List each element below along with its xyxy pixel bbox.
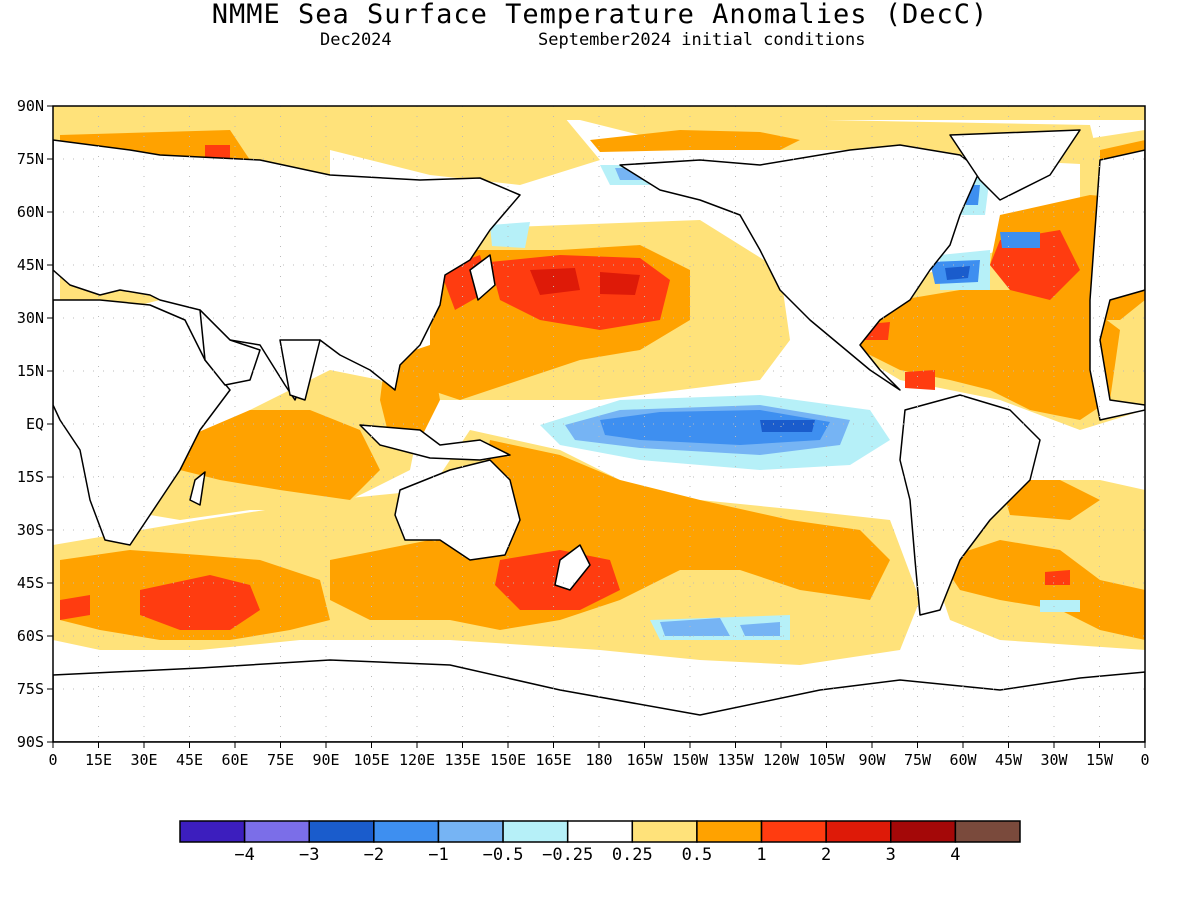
lon-label: 150W bbox=[671, 751, 709, 769]
lon-label: 135E bbox=[444, 751, 481, 769]
colorbar-swatch bbox=[890, 820, 957, 843]
colorbar-swatch bbox=[631, 820, 698, 843]
lon-label: 60E bbox=[221, 751, 249, 769]
colorbar-label: −1 bbox=[428, 845, 449, 865]
lat-label: 75N bbox=[16, 150, 44, 168]
indonesia-outline bbox=[359, 424, 511, 461]
anomaly-layer-neg-2 bbox=[760, 266, 970, 432]
colorbar-swatch bbox=[373, 820, 440, 843]
lat-label: 60S bbox=[16, 627, 44, 645]
lon-label: 45W bbox=[994, 751, 1023, 769]
south-america-outline bbox=[899, 394, 1041, 616]
colorbar-label: −2 bbox=[363, 845, 385, 865]
land-outlines bbox=[53, 129, 1145, 742]
colorbar-swatch bbox=[308, 820, 375, 843]
lat-label: 15N bbox=[16, 362, 44, 380]
map-subtitle-valid-month: Dec2024 bbox=[320, 30, 392, 50]
lon-label: 165W bbox=[626, 751, 663, 769]
lon-label: 0 bbox=[48, 751, 58, 769]
lon-label: 90W bbox=[858, 751, 886, 769]
colorbar-label: 1 bbox=[756, 845, 767, 865]
colorbar-swatch bbox=[825, 820, 892, 843]
colorbar-swatch bbox=[179, 820, 246, 843]
europe-right-edge-outline bbox=[1089, 149, 1145, 421]
lat-label: 75S bbox=[16, 680, 44, 698]
colorbar-swatch bbox=[502, 820, 569, 843]
graticule-meridians bbox=[98, 106, 1100, 742]
lon-label: 135W bbox=[717, 751, 754, 769]
lon-label: 0 bbox=[1140, 751, 1150, 769]
colorbar-swatch bbox=[760, 820, 827, 843]
lat-label: 30S bbox=[16, 521, 44, 539]
colorbar-swatch bbox=[243, 820, 310, 843]
lat-label: 90S bbox=[16, 733, 44, 751]
colorbar-swatch bbox=[696, 820, 763, 843]
lon-label: 45E bbox=[175, 751, 204, 769]
north-america-outline bbox=[619, 144, 981, 391]
lon-label: 75W bbox=[903, 751, 932, 769]
japan-outline bbox=[469, 254, 496, 301]
colorbar-label: −4 bbox=[234, 845, 255, 865]
australia-outline bbox=[394, 459, 521, 561]
india-outline bbox=[279, 339, 321, 401]
lat-label: EQ bbox=[25, 415, 44, 433]
colorbar-label: −0.5 bbox=[482, 845, 524, 865]
africa-outline bbox=[53, 299, 231, 546]
lat-label: 30N bbox=[16, 309, 44, 327]
colorbar-label: 4 bbox=[950, 845, 961, 865]
lon-label: 105W bbox=[808, 751, 845, 769]
colorbar-label: 0.5 bbox=[681, 845, 713, 865]
madagascar-outline bbox=[189, 471, 206, 506]
lon-label: 150E bbox=[489, 751, 527, 769]
colorbar-swatch bbox=[437, 820, 504, 843]
lat-label: 60N bbox=[16, 203, 44, 221]
colorbar-label: −3 bbox=[298, 845, 320, 865]
new-zealand-outline bbox=[554, 544, 591, 591]
colorbar bbox=[179, 820, 1021, 843]
anomaly-layer-2 bbox=[530, 268, 640, 295]
lat-label: 90N bbox=[16, 97, 44, 115]
lat-label: 15S bbox=[16, 468, 44, 486]
lon-label: 120E bbox=[398, 751, 436, 769]
antarctica-outline bbox=[53, 659, 1145, 742]
axis-ticks bbox=[47, 105, 1146, 748]
lon-label: 120W bbox=[762, 751, 800, 769]
colorbar-label: 2 bbox=[821, 845, 832, 865]
greenland-outline bbox=[949, 129, 1081, 201]
lon-label: 75E bbox=[266, 751, 295, 769]
colorbar-label: −0.25 bbox=[542, 845, 594, 865]
colorbar-label: 0.25 bbox=[611, 845, 653, 865]
lon-label: 30W bbox=[1040, 751, 1068, 769]
lon-label: 105E bbox=[353, 751, 390, 769]
lon-label: 90E bbox=[312, 751, 340, 769]
lat-label: 45N bbox=[16, 256, 44, 274]
colorbar-label: 3 bbox=[885, 845, 896, 865]
lon-label: 165E bbox=[535, 751, 572, 769]
lon-label: 15W bbox=[1085, 751, 1114, 769]
lon-label: 15E bbox=[84, 751, 113, 769]
lon-label: 30E bbox=[130, 751, 158, 769]
map-title: NMME Sea Surface Temperature Anomalies (… bbox=[211, 0, 989, 30]
colorbar-swatch bbox=[566, 820, 634, 843]
arabia-outline bbox=[199, 309, 261, 386]
colorbar-swatch bbox=[954, 820, 1021, 843]
lon-label: 180 bbox=[585, 751, 613, 769]
lat-label: 45S bbox=[16, 574, 44, 592]
lon-label: 60W bbox=[949, 751, 977, 769]
map-subtitle-initial-conditions: September2024 initial conditions bbox=[538, 30, 866, 50]
eurasia-outline bbox=[53, 139, 521, 401]
